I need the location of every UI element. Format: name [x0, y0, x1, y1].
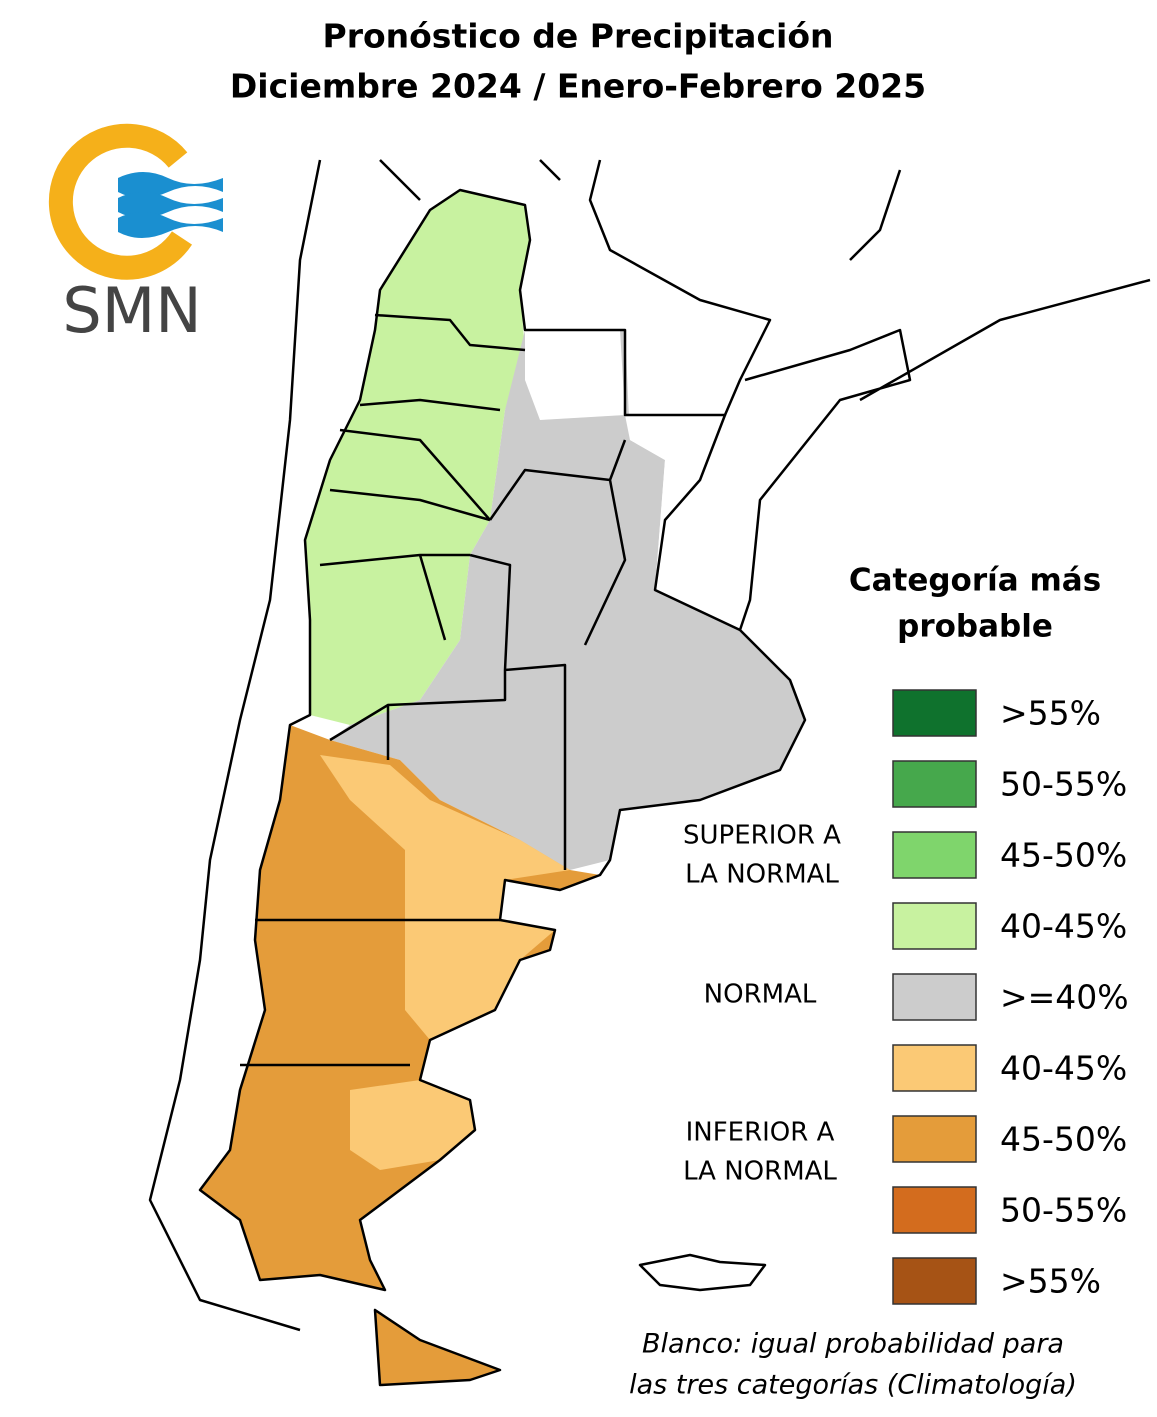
logo-ring	[48, 123, 193, 280]
legend-label: >55%	[1000, 1262, 1101, 1301]
country-border	[198, 188, 807, 1292]
logo: SMN	[48, 123, 223, 347]
title: Diciembre 2024 / Enero-Febrero 2025	[230, 67, 926, 106]
neighbor-border	[379, 159, 1151, 631]
legend-swatch	[892, 1044, 977, 1092]
title: Pronóstico de Precipitación	[323, 17, 834, 56]
logo-wave	[118, 192, 223, 218]
logo-text: SMN	[62, 274, 201, 347]
group-label: LA NORMAL	[685, 860, 839, 890]
logo-wave	[118, 212, 223, 238]
legend-label: 40-45%	[1000, 1049, 1127, 1088]
group-label: SUPERIOR A	[683, 821, 841, 851]
map	[148, 159, 1151, 1387]
legend-swatch	[892, 831, 977, 879]
legend-label: >55%	[1000, 694, 1101, 733]
legend-label: >=40%	[1000, 978, 1129, 1017]
legend-swatch	[892, 689, 977, 737]
footnote: Blanco: igual probabilidad para	[642, 1329, 1064, 1360]
group-label: INFERIOR A	[686, 1118, 835, 1148]
legend-swatch	[892, 1257, 977, 1305]
region-climatology	[525, 330, 725, 590]
region-normal	[330, 330, 805, 870]
legend-title: probable	[897, 609, 1053, 645]
footnote: las tres categorías (Climatología)	[629, 1370, 1077, 1401]
island	[638, 1253, 767, 1292]
legend-swatch	[892, 973, 977, 1021]
logo-wave	[118, 172, 223, 198]
legend-swatch	[892, 1186, 977, 1234]
region-below-light	[320, 755, 570, 1170]
legend-label: 40-45%	[1000, 907, 1127, 946]
legend: >55% 50-55% 45-50% 40-45% >=40% 40-45% 45-50% 5…	[892, 689, 1129, 1305]
region-above	[305, 190, 530, 725]
legend-label: 45-50%	[1000, 836, 1127, 875]
neighbor-border	[148, 159, 322, 1332]
legend-label: 50-55%	[1000, 1191, 1127, 1230]
group-label: LA NORMAL	[683, 1157, 837, 1187]
province-border	[240, 313, 627, 1067]
legend-title: Categoría más	[849, 563, 1101, 599]
legend-swatch	[892, 1115, 977, 1163]
legend-swatch	[892, 902, 977, 950]
group-label: NORMAL	[704, 980, 817, 1010]
legend-label: 45-50%	[1000, 1120, 1127, 1159]
country-border	[373, 1308, 502, 1387]
legend-swatch	[892, 760, 977, 808]
legend-label: 50-55%	[1000, 765, 1127, 804]
